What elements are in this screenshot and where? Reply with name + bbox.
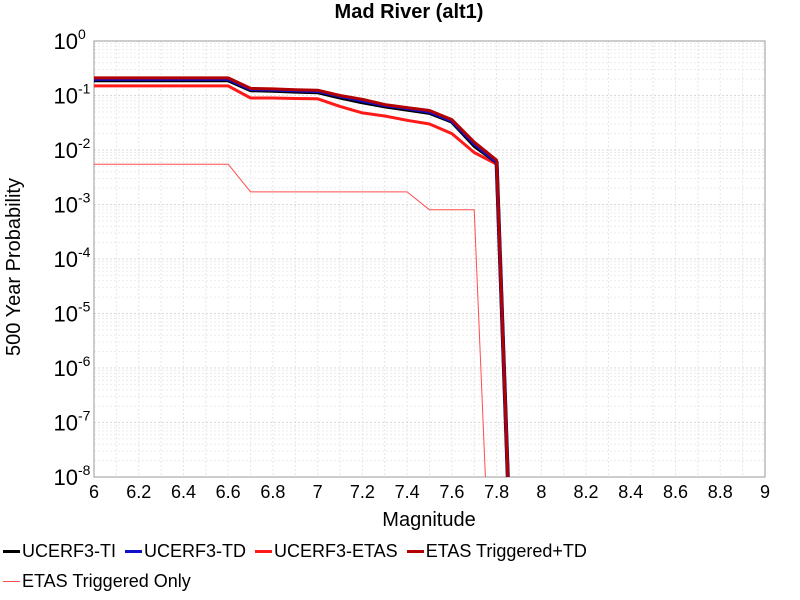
y-tick-label: 10 (54, 302, 78, 327)
series-layer (94, 76, 510, 478)
y-tick-exponent: -1 (78, 81, 91, 97)
legend-swatch (3, 549, 20, 553)
x-tick-label: 6.8 (260, 482, 285, 502)
x-tick-label: 6.6 (216, 482, 241, 502)
chart-grid (93, 41, 766, 478)
legend-item-ucerf3-ti: UCERF3-TI (0, 541, 116, 562)
y-tick-label: 10 (54, 193, 78, 218)
legend-row: UCERF3-TI UCERF3-TD UCERF3-ETAS ETAS Tri… (0, 536, 800, 566)
series-line-ucerf3-ti (94, 78, 510, 478)
y-tick-exponent: -8 (78, 462, 91, 478)
x-tick-label: 8.6 (663, 482, 688, 502)
y-tick-label: 10 (54, 247, 78, 272)
legend-label: UCERF3-TI (22, 540, 116, 561)
x-tick-label: 7.8 (484, 482, 509, 502)
y-tick-label: 10 (54, 29, 78, 54)
legend-item-etas-triggered-td: ETAS Triggered+TD (404, 541, 587, 562)
chart-legend: UCERF3-TI UCERF3-TD UCERF3-ETAS ETAS Tri… (0, 536, 800, 596)
y-tick-label: 10 (54, 356, 78, 381)
y-tick-label: 10 (54, 138, 78, 163)
x-tick-label: 9 (760, 482, 770, 502)
x-tick-label: 7.6 (439, 482, 464, 502)
y-tick-exponent: -2 (78, 135, 91, 151)
series-line-ucerf3-td (94, 77, 510, 478)
y-tick-exponent: -3 (78, 190, 91, 206)
x-axis-label: Magnitude (382, 509, 475, 531)
x-tick-label: 7 (313, 482, 323, 502)
x-tick-label: 6 (89, 482, 99, 502)
plot-area-border (93, 40, 766, 478)
legend-label: UCERF3-ETAS (274, 540, 398, 561)
legend-item-etas-triggered-only: ETAS Triggered Only (0, 571, 191, 592)
legend-item-ucerf3-td: UCERF3-TD (122, 541, 246, 562)
legend-item-ucerf3-etas: UCERF3-ETAS (252, 541, 398, 562)
legend-swatch (3, 580, 20, 582)
x-axis-ticks: 6 6.2 6.4 6.6 6.8 7 7.2 7.4 7.6 7.8 8 8.2 8.4 8.6 8.8 9 (89, 482, 770, 502)
series-line-ucerf3-etas (94, 84, 510, 478)
y-tick-label: 10 (54, 465, 78, 490)
legend-label: UCERF3-TD (144, 540, 246, 561)
x-tick-label: 8 (536, 482, 546, 502)
chart-title: Mad River (alt1) (335, 1, 484, 23)
x-tick-label: 8.2 (574, 482, 599, 502)
x-tick-label: 7.2 (350, 482, 375, 502)
y-tick-exponent: -4 (78, 244, 91, 260)
y-tick-exponent: 0 (78, 26, 86, 42)
legend-swatch (255, 549, 272, 553)
series-line-etas-triggered-td (94, 76, 510, 478)
legend-row: ETAS Triggered Only (0, 566, 800, 596)
x-tick-label: 6.2 (126, 482, 151, 502)
x-tick-label: 8.8 (708, 482, 733, 502)
y-tick-label: 10 (54, 411, 78, 436)
legend-label: ETAS Triggered+TD (425, 540, 587, 561)
legend-swatch (406, 549, 424, 553)
y-tick-label: 10 (54, 84, 78, 109)
y-tick-exponent: -5 (78, 299, 91, 315)
x-tick-label: 6.4 (171, 482, 196, 502)
y-axis-label: 500 Year Probability (3, 178, 25, 356)
legend-swatch (125, 549, 142, 553)
y-tick-exponent: -7 (78, 408, 91, 424)
series-line-etas-triggered-only (94, 163, 486, 478)
y-tick-exponent: -6 (78, 353, 91, 369)
x-tick-label: 7.4 (395, 482, 420, 502)
x-tick-label: 8.4 (618, 482, 643, 502)
legend-label: ETAS Triggered Only (22, 570, 191, 591)
